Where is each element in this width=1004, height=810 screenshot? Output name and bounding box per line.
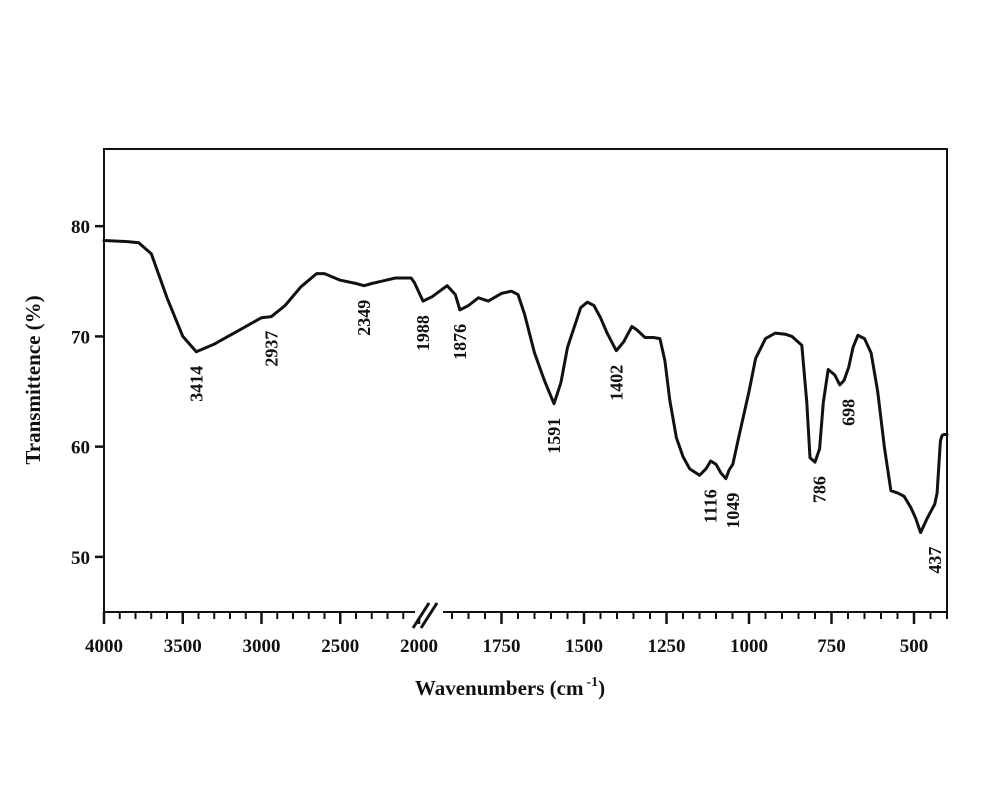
peak-label: 1049: [723, 493, 743, 529]
peak-label: 786: [810, 476, 830, 503]
plot-frame: [103, 148, 948, 613]
y-tick-label: 50: [71, 548, 90, 569]
peak-label: 1988: [413, 315, 433, 351]
labels-layer: 4000 3500 3000 2500 2000 1750 1500 1250 1000 750 5…: [71, 217, 928, 657]
peak-label: 3414: [186, 366, 206, 402]
x-axis-title-superscript: -1: [586, 675, 598, 690]
peak-label: 2937: [261, 331, 281, 367]
x-tick-label: 2500: [321, 636, 359, 657]
spectrum-line: [102, 239, 949, 535]
x-tick-label: 1000: [730, 636, 768, 657]
ticks-layer: [95, 224, 948, 624]
x-tick-label: 3000: [243, 636, 281, 657]
x-tick-label: 3500: [164, 636, 202, 657]
peak-label: 1591: [544, 418, 564, 454]
x-tick-label: 4000: [85, 636, 123, 657]
x-axis-title-main: Wavenumbers (cm: [415, 676, 584, 700]
y-tick-label: 60: [71, 438, 90, 459]
axis-break-slash-1: [411, 602, 431, 629]
axis-break-mark: [411, 602, 443, 629]
axis-break-slash-2: [419, 602, 439, 629]
x-tick-label: 1250: [648, 636, 686, 657]
x-axis-title: Wavenumbers (cm -1): [415, 675, 605, 700]
peak-label: 1402: [606, 365, 626, 401]
x-tick-label: 2000: [400, 636, 438, 657]
x-tick-label: 1750: [483, 636, 521, 657]
peak-label: 437: [925, 547, 945, 574]
peak-label: 1876: [450, 324, 470, 360]
peak-label: 1116: [701, 489, 721, 523]
x-tick-label: 500: [900, 636, 929, 657]
x-tick-label: 1500: [565, 636, 603, 657]
peak-label: 698: [839, 399, 859, 426]
peak-labels-layer: 3414 2937 2349 1988 1876 1591 1402 1116 1049 786 6…: [186, 300, 945, 574]
x-tick-label: 750: [817, 636, 846, 657]
y-tick-label: 80: [71, 217, 90, 238]
peak-label: 2349: [354, 300, 374, 336]
y-tick-label: 70: [71, 327, 90, 348]
x-axis-title-suffix: ): [598, 676, 605, 700]
y-axis-title: Transmittence (%): [21, 295, 45, 464]
